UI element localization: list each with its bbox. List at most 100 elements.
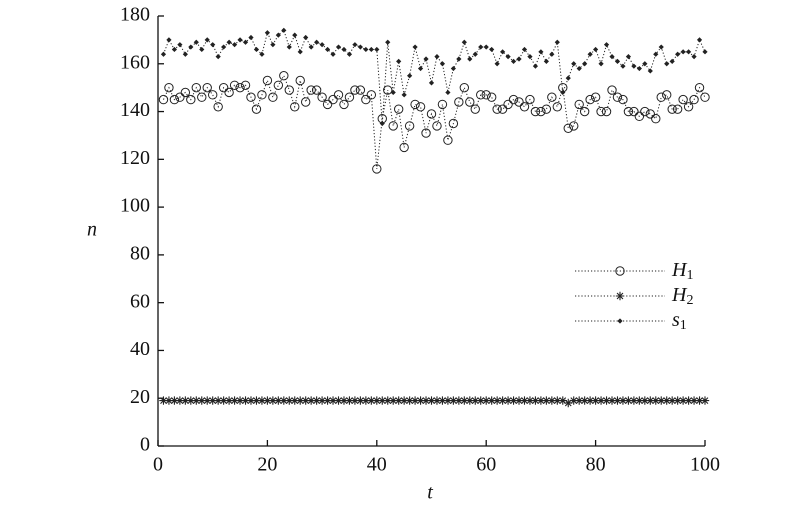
marker [407, 73, 413, 79]
marker [645, 109, 655, 119]
marker [306, 396, 316, 405]
marker [443, 396, 453, 405]
x-axis-label: t [427, 482, 433, 504]
marker [175, 92, 185, 102]
marker [527, 54, 533, 60]
marker [374, 46, 380, 53]
marker [160, 51, 167, 57]
marker [542, 396, 551, 405]
marker [158, 94, 169, 105]
marker [574, 99, 584, 110]
marker [399, 396, 409, 405]
marker [252, 396, 261, 405]
marker [218, 82, 229, 93]
marker [492, 104, 502, 114]
marker [241, 396, 250, 405]
marker [489, 46, 495, 53]
marker [678, 396, 688, 405]
marker [530, 106, 541, 117]
marker [251, 104, 262, 114]
marker [363, 46, 369, 53]
marker [231, 42, 238, 48]
marker [219, 396, 228, 405]
marker [410, 99, 420, 110]
marker [292, 32, 298, 38]
marker [554, 39, 560, 45]
marker [262, 75, 273, 86]
marker [242, 39, 249, 45]
marker [549, 51, 555, 57]
marker [314, 39, 320, 45]
marker [564, 398, 573, 408]
marker [308, 44, 314, 50]
marker [311, 85, 322, 95]
marker [434, 54, 440, 60]
marker [635, 396, 644, 405]
marker [229, 80, 240, 90]
marker [492, 396, 502, 405]
marker [448, 118, 459, 129]
marker [620, 63, 626, 69]
marker [471, 396, 480, 405]
marker [696, 37, 703, 43]
marker [290, 396, 299, 405]
marker [335, 44, 342, 50]
marker [275, 32, 281, 38]
marker [505, 54, 511, 60]
marker [449, 396, 458, 405]
marker [224, 87, 234, 98]
marker [443, 135, 453, 145]
marker [235, 396, 245, 405]
marker [171, 46, 178, 53]
marker [580, 396, 589, 405]
marker [585, 396, 595, 405]
marker [323, 396, 332, 405]
marker [625, 54, 632, 60]
y-tick-label: 20 [130, 386, 150, 408]
marker [417, 65, 424, 72]
marker [525, 94, 535, 105]
series-line [163, 74, 706, 169]
marker [405, 396, 414, 405]
marker [319, 42, 325, 48]
marker [290, 102, 300, 112]
marker [372, 164, 382, 174]
marker [667, 396, 677, 405]
marker [640, 106, 650, 117]
x-tick-label: 20 [257, 454, 277, 476]
marker [656, 92, 666, 102]
marker [389, 396, 398, 405]
marker [590, 92, 601, 102]
marker [259, 51, 265, 57]
marker [248, 34, 254, 41]
marker [470, 104, 480, 114]
marker [439, 61, 446, 67]
marker [483, 44, 489, 50]
marker [284, 85, 294, 95]
marker [333, 90, 344, 100]
marker [642, 61, 648, 67]
marker [210, 42, 216, 48]
marker [695, 396, 704, 405]
marker [427, 396, 436, 405]
marker [465, 97, 475, 107]
marker [582, 61, 588, 67]
marker [164, 396, 174, 405]
marker [379, 120, 385, 127]
marker [640, 396, 650, 405]
marker [636, 65, 642, 72]
marker [279, 396, 289, 405]
marker [465, 396, 474, 405]
marker [680, 49, 686, 55]
marker [169, 94, 180, 105]
marker [454, 396, 464, 405]
x-tick-label: 80 [586, 454, 606, 476]
marker [192, 396, 201, 405]
marker [478, 44, 484, 50]
marker [339, 99, 349, 110]
marker [571, 61, 577, 67]
marker [393, 104, 404, 114]
marker [514, 97, 524, 107]
marker [416, 396, 425, 405]
marker [596, 106, 606, 117]
